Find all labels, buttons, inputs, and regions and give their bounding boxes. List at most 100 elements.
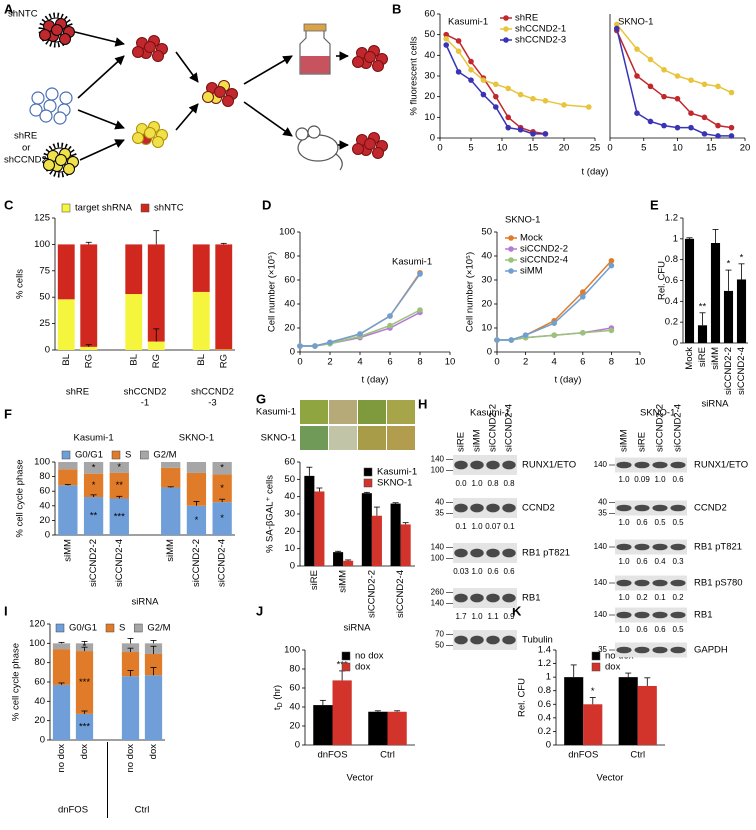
bar — [368, 711, 388, 745]
blot-band — [454, 635, 468, 645]
diagram-label: shCCND2 — [4, 155, 47, 166]
y-tick-label: 50 — [284, 474, 295, 485]
point — [522, 332, 529, 339]
bar-segment — [109, 462, 129, 473]
sa-bgal-images — [358, 400, 386, 424]
size-marker: 70 — [435, 630, 444, 639]
mouse — [295, 125, 343, 171]
x-tick-label: no dox — [125, 744, 136, 773]
point — [505, 124, 512, 131]
blot-row-label: RB1 pT821 — [694, 542, 742, 553]
cell — [132, 132, 144, 144]
legend-label: shRE — [515, 13, 538, 24]
y-tick-label: 0.6 — [665, 275, 678, 286]
point — [608, 258, 615, 264]
point — [701, 131, 708, 137]
x-tick-label: siMM — [165, 539, 176, 562]
blot-row-label: RB1 — [694, 610, 712, 621]
blot-title: Kasumi-1 — [470, 408, 510, 419]
y-tick-label: 0.4 — [538, 712, 551, 723]
sa-bgal-images — [300, 426, 328, 450]
annotation: * — [92, 480, 96, 491]
size-marker: 140 — [431, 599, 445, 608]
x-tick-label: 8 — [609, 357, 614, 368]
point — [586, 104, 592, 110]
y-tick-label: 20 — [284, 526, 295, 537]
bar-segment — [52, 649, 71, 685]
point — [493, 104, 499, 110]
legend-label: siCCND2-4 — [520, 255, 568, 266]
blot-band — [670, 461, 686, 469]
group-label: -3 — [208, 398, 216, 409]
y-tick-label: 60 — [34, 677, 45, 688]
annotation: * — [117, 462, 121, 473]
quantification: 0.6 — [672, 475, 684, 484]
group-label: Kasumi-1 — [74, 433, 114, 444]
panel-label: E — [650, 197, 659, 212]
bar — [361, 493, 372, 566]
x-tick-label: RG — [151, 354, 162, 368]
bar-segment — [121, 652, 140, 677]
y-tick-label: 0 — [290, 561, 295, 572]
bar — [723, 290, 734, 343]
blot-row-label: CCND2 — [694, 503, 727, 514]
annotation: ** — [116, 480, 124, 491]
legend-label: shNTC — [154, 203, 184, 214]
legend-label: S — [119, 623, 125, 634]
y-tick-label: 20 — [39, 515, 50, 526]
cell — [31, 91, 45, 105]
sa-bgal-images — [300, 400, 328, 424]
blot-band — [670, 504, 686, 512]
x-tick-label: 0 — [494, 357, 499, 368]
bar-segment — [212, 502, 232, 535]
panel-label: H — [418, 396, 427, 411]
size-marker: 140 — [594, 578, 608, 587]
series-line — [616, 23, 732, 94]
group-label: dnFOS — [58, 805, 88, 816]
y-tick-label: 60 — [284, 457, 295, 468]
quantification: 0.03 — [453, 567, 469, 576]
point — [455, 69, 462, 75]
quantification: 0.1 — [503, 522, 515, 531]
y-tick-label: 80 — [284, 251, 295, 262]
blot-band — [652, 611, 668, 619]
blot-background — [615, 500, 687, 516]
point — [688, 124, 694, 131]
blot-band — [486, 503, 500, 513]
arrows — [175, 103, 199, 131]
blot-band — [670, 646, 686, 654]
blot-band — [616, 504, 632, 512]
point — [417, 307, 423, 313]
bar — [313, 705, 333, 745]
x-tick-label: 6 — [387, 357, 392, 368]
y-tick-label: 100 — [284, 645, 300, 656]
quantification: 1.0 — [654, 475, 666, 484]
bar-segment — [109, 472, 129, 499]
bar — [387, 711, 407, 745]
bar — [697, 325, 708, 343]
point — [608, 327, 615, 334]
x-tick-label: 0 — [607, 143, 612, 154]
sa-bgal-images: Kasumi-1 SKNO-1 — [256, 400, 415, 450]
lane-label: siCCND2-4 — [504, 404, 515, 452]
point — [634, 46, 640, 52]
quantification: 1.0 — [618, 475, 630, 484]
y-tick-label: 20 — [481, 299, 492, 310]
cell — [144, 127, 156, 139]
annotation: * — [220, 513, 224, 524]
y-tick-label: 40 — [424, 50, 435, 61]
point — [728, 133, 735, 139]
blot-title: SKNO-1 — [640, 408, 675, 419]
y-tick-label: 30 — [481, 275, 492, 286]
y-tick-label: 50 — [39, 292, 50, 303]
point — [517, 91, 524, 98]
point — [634, 73, 640, 79]
blot-band — [470, 635, 484, 645]
x-tick-label: siCCND2-2 — [191, 539, 202, 587]
y-tick-label: 0.2 — [538, 726, 551, 737]
y-tick-label: 0.4 — [665, 296, 678, 307]
lane-label: siCCND2-2 — [655, 404, 666, 452]
x-tick-label: siCCND2-4 — [217, 539, 228, 587]
blot-band — [634, 504, 650, 512]
point — [508, 337, 515, 343]
